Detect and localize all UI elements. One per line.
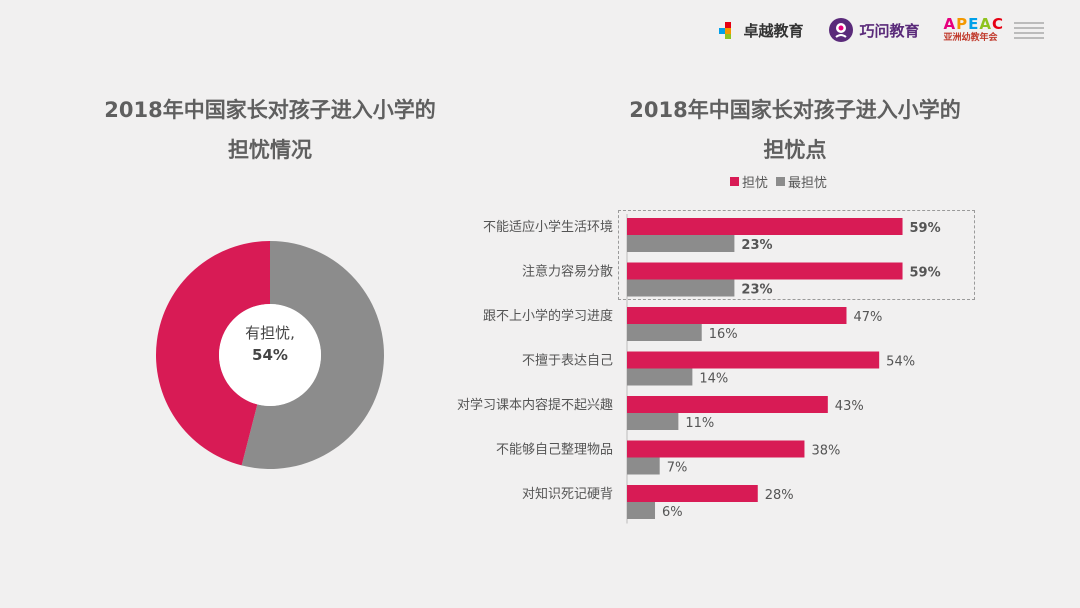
donut-center-label: 有担忧, 54% [210, 322, 330, 366]
data-label-worry: 54% [886, 355, 915, 370]
bar-worry [627, 396, 828, 413]
donut-title-line-1: 2018年中国家长对孩子进入小学的 [104, 98, 436, 122]
apeac-subtitle: 亚洲幼教年会 [943, 33, 998, 43]
donut-slice-0 [241, 241, 385, 470]
category-label: 跟不上小学的学习进度 [483, 308, 613, 324]
data-label-most: 7% [667, 461, 688, 476]
legend-label-worry: 担忧 [742, 176, 769, 191]
donut-hole [219, 304, 321, 406]
data-label-most: 23% [741, 283, 772, 298]
bar-legend: 担忧 最担忧 [730, 172, 827, 191]
data-label-most: 14% [699, 372, 728, 387]
data-label-worry: 59% [910, 221, 941, 236]
bar-worry [627, 440, 805, 458]
bar-worry [627, 307, 847, 324]
donut-slice-1 [156, 241, 270, 466]
bar-most [627, 368, 693, 386]
bar-worry [627, 218, 903, 235]
qiaowen-icon [828, 18, 853, 42]
donut-center-value: 54% [252, 346, 288, 364]
bar-worry [627, 262, 903, 280]
header-logos: 卓越教育 巧问教育 APEAC 亚洲幼教年会 [717, 14, 1044, 46]
bar-worry [627, 351, 880, 369]
data-label-most: 6% [662, 505, 683, 520]
data-label-worry: 28% [765, 488, 794, 503]
bar-most [627, 502, 656, 519]
category-label: 对学习课本内容提不起兴趣 [457, 397, 613, 413]
bar-most [627, 279, 735, 297]
qiaowen-name: 巧问教育 [859, 21, 920, 40]
bar-worry [627, 485, 758, 502]
category-label: 对知识死记硬背 [522, 486, 613, 502]
qiaowen-logo: 巧问教育 [828, 17, 920, 43]
legend-item-most: 最担忧 [776, 172, 827, 191]
category-label: 不能适应小学生活环境 [483, 219, 613, 235]
zhuoyue-name: 卓越教育 [743, 21, 804, 40]
bar-title-line-1: 2018年中国家长对孩子进入小学的 [629, 98, 961, 122]
legend-item-worry: 担忧 [730, 172, 768, 191]
bar-title: 2018年中国家长对孩子进入小学的 担忧点 [605, 90, 985, 170]
category-label: 注意力容易分散 [522, 264, 613, 280]
bar-title-line-2: 担忧点 [763, 138, 827, 162]
legend-swatch-worry [730, 177, 739, 186]
apeac-logo: APEAC 亚洲幼教年会 [944, 17, 1044, 43]
category-label: 不擅于表达自己 [522, 353, 613, 369]
bar-most [627, 324, 702, 341]
legend-label-most: 最担忧 [788, 176, 828, 191]
highlight-box [618, 210, 975, 300]
bar-most [627, 235, 735, 252]
donut-center-text: 有担忧, [245, 324, 295, 342]
data-label-most: 23% [741, 238, 772, 253]
data-label-worry: 43% [835, 399, 864, 414]
zhuoyue-logo: 卓越教育 [717, 20, 804, 41]
data-label-most: 16% [709, 327, 738, 342]
bar-most [627, 413, 679, 430]
donut-title: 2018年中国家长对孩子进入小学的 担忧情况 [90, 90, 450, 170]
data-label-worry: 59% [910, 266, 941, 281]
data-label-most: 11% [685, 416, 714, 431]
bar-most [627, 457, 660, 475]
data-label-worry: 38% [811, 444, 840, 459]
data-label-worry: 47% [853, 310, 882, 325]
apeac-wordmark: APEAC [943, 15, 1004, 33]
donut-title-line-2: 担忧情况 [228, 138, 312, 162]
apeac-decoration [1014, 21, 1044, 39]
zhuoyue-icon [719, 22, 732, 39]
category-label: 不能够自己整理物品 [496, 443, 613, 458]
legend-swatch-most [776, 177, 786, 186]
